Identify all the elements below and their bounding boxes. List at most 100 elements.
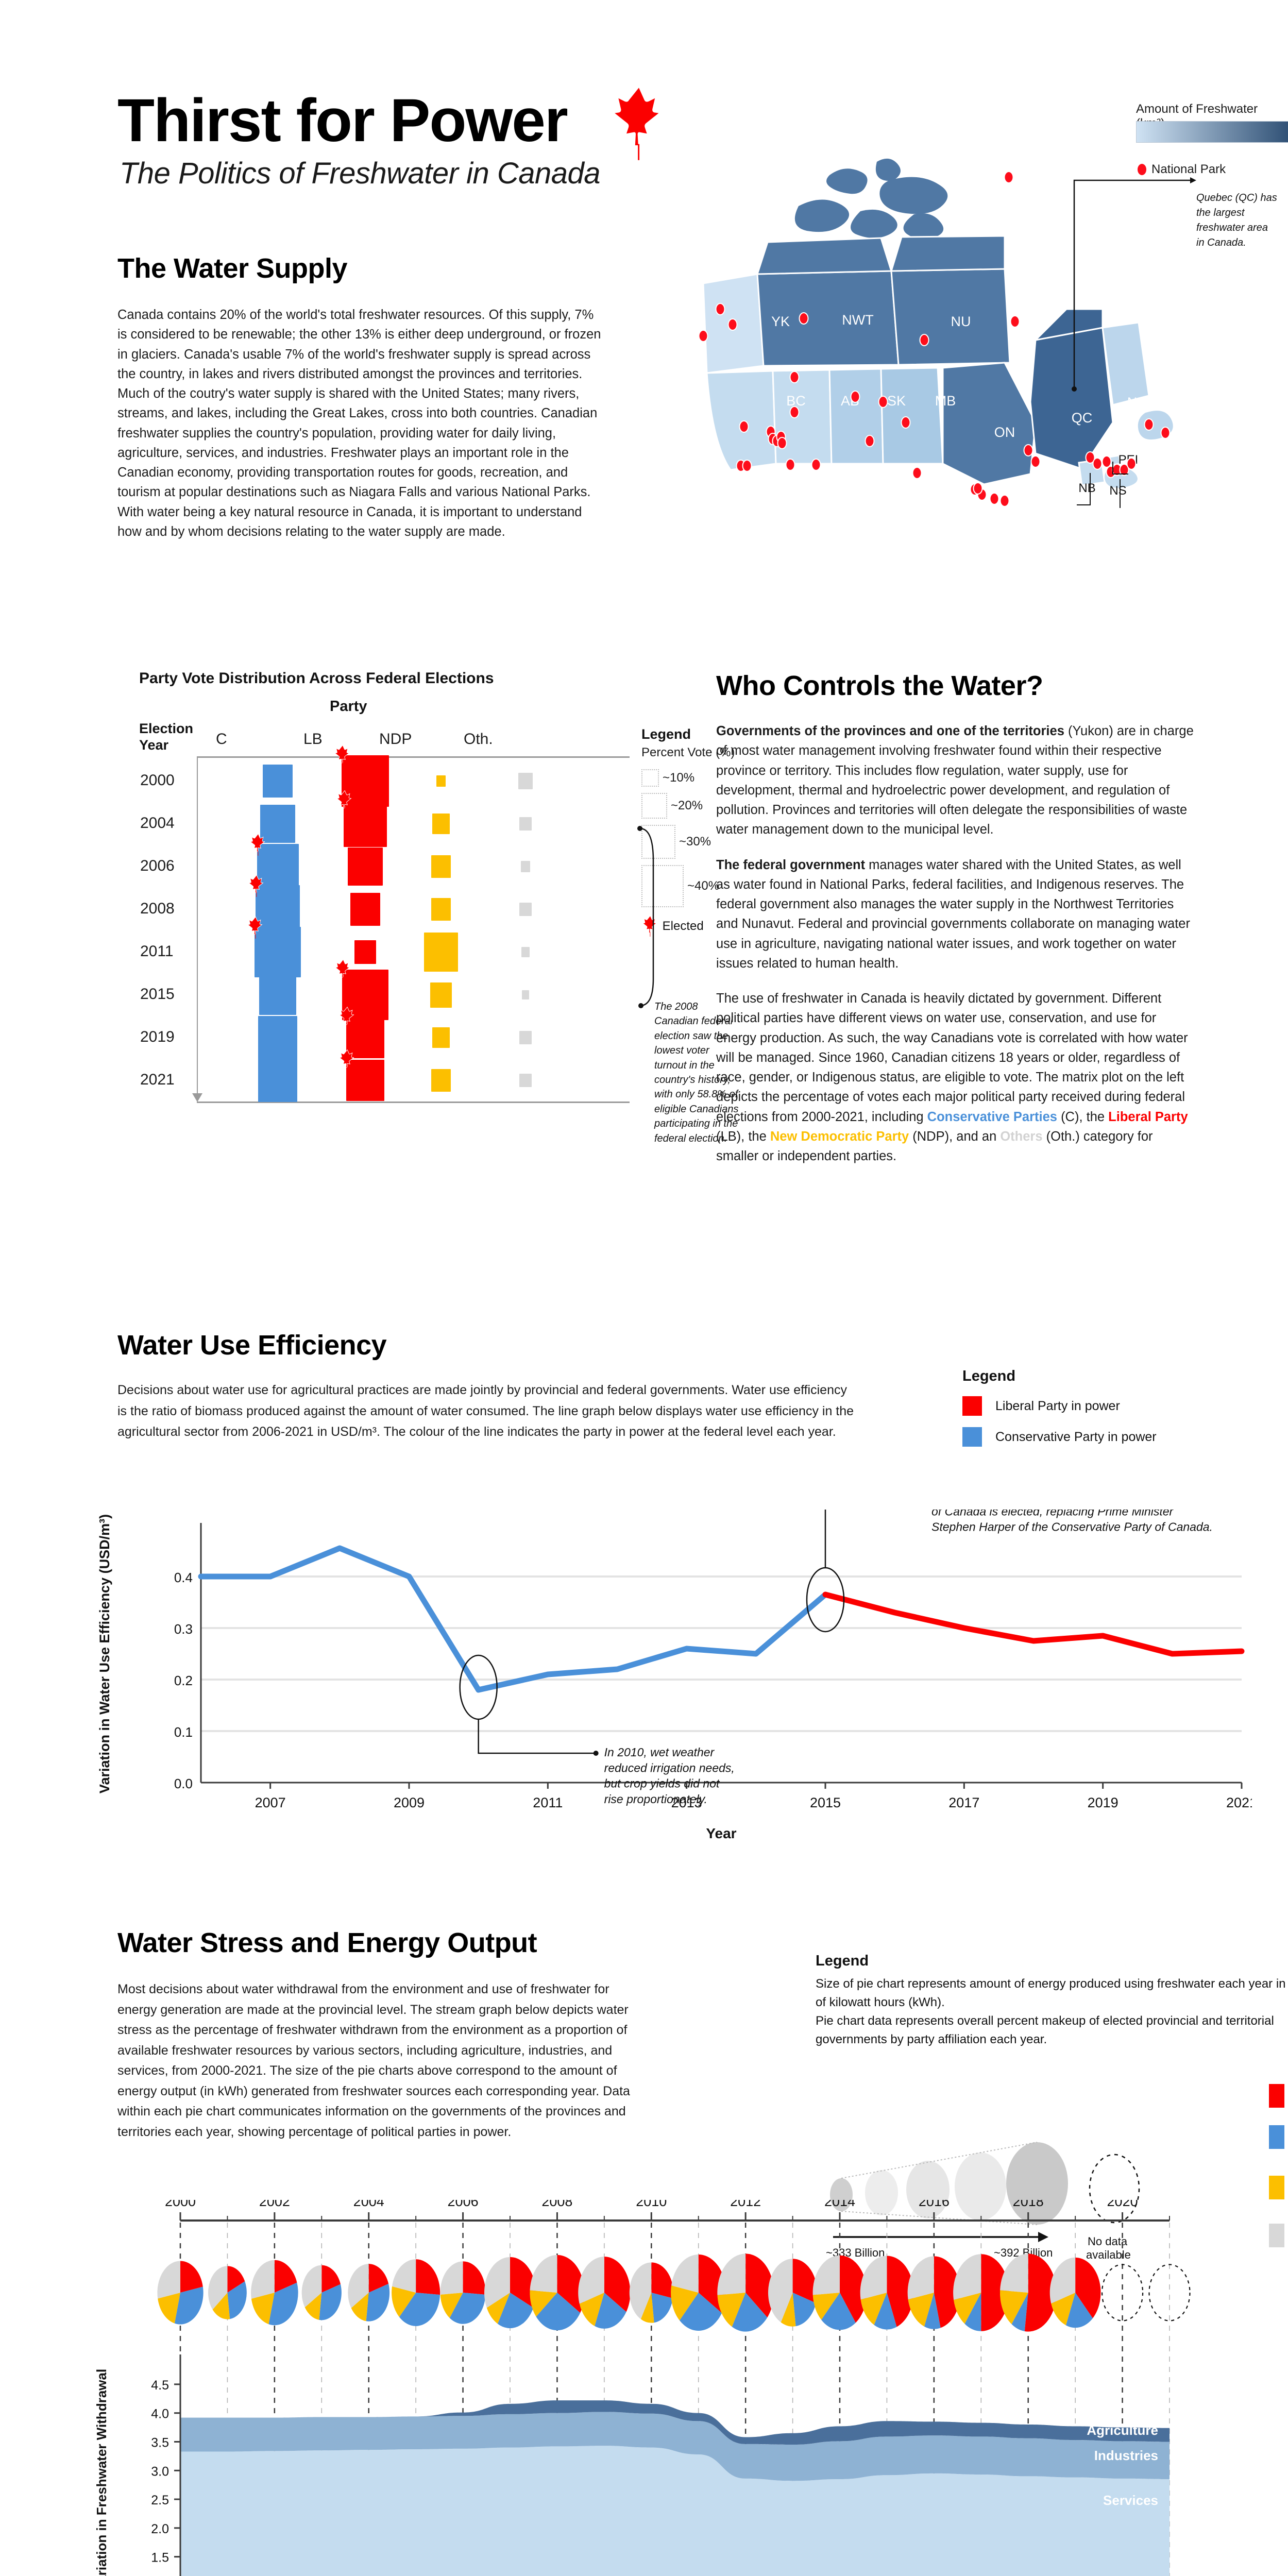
national-park-dot [1004, 171, 1014, 183]
p3-d: (NDP), and an [909, 1129, 1001, 1144]
pie-slice [251, 2293, 275, 2325]
top-axis-label: 2002 [259, 2200, 290, 2209]
size-scale-ellipses [830, 2142, 1068, 2225]
elected-maple-leaf-icon [249, 833, 265, 856]
province-label-bc: BC [786, 393, 806, 409]
maple-leaf-icon [608, 85, 670, 162]
elected-maple-leaf-icon [338, 1049, 354, 1072]
ws-paragraph: Most decisions about water withdrawal fr… [117, 1982, 630, 2139]
pie-slice [717, 2253, 746, 2295]
matrix-cell-2021-c [258, 1059, 298, 1102]
pie-slice [860, 2293, 887, 2325]
province-labels: YKNWTNUBCABSKMBONQCNLPEINBNS [771, 312, 1145, 498]
national-park-dot [789, 406, 800, 418]
pie-slice [887, 2256, 914, 2327]
matrix-cell-2004-ndp [432, 814, 450, 834]
svg-text:of Canada is elected, replacin: of Canada is elected, replacing Prime Mi… [931, 1510, 1174, 1518]
y-tick-label: 2.5 [151, 2493, 169, 2507]
wue-paragraph: Decisions about water use for agricultur… [117, 1383, 854, 1439]
pie-slice [874, 2293, 897, 2330]
water-supply-heading: The Water Supply [117, 253, 348, 284]
matrix-cell-2011-c [255, 927, 301, 977]
x-tick-label: 2019 [1088, 1795, 1118, 1810]
ws-party-legend: Liberal Party Conservative Party New Democ… [1269, 2084, 1288, 2263]
svg-text:rise proportionately.: rise proportionately. [604, 1792, 707, 1806]
pie-slice [768, 2259, 793, 2323]
p1-bold-lead: Governments of the provinces and one of … [716, 724, 1064, 738]
national-park-legend-label: National Park [1151, 162, 1226, 176]
top-axis-label: 2000 [165, 2200, 196, 2209]
pie-2001 [208, 2266, 247, 2319]
pie-slice [319, 2284, 342, 2320]
annotation-text-2010: In 2010, wet weather reduced irrigation n… [604, 1745, 735, 1806]
pie-slice [536, 2293, 581, 2331]
p1-rest: (Yukon) are in charge of most water mana… [716, 724, 1194, 837]
national-park-legend: National Park [1138, 162, 1226, 177]
pie-slice [227, 2281, 247, 2319]
top-axis-label: 2016 [919, 2200, 950, 2209]
matrix-row-label-2015: 2015 [140, 986, 175, 1003]
national-park-dot [1085, 451, 1095, 464]
ws-party-legend-item-1: Liberal Party [1269, 2084, 1288, 2108]
pie-slice [1065, 2293, 1093, 2328]
matrix-cell-2015-oth [521, 990, 530, 999]
party-color-swatch [1269, 2224, 1284, 2247]
national-park-dot [989, 493, 999, 505]
matrix-cell-2021-lb [346, 1059, 385, 1101]
party-color-swatch [1269, 2125, 1284, 2149]
canada-map: Amount of Freshwater (km²) National Park… [675, 93, 1288, 608]
pie-slice [1051, 2293, 1076, 2326]
pie-slice [953, 2254, 981, 2300]
pie-slice [640, 2293, 654, 2323]
who-controls-heading: Who Controls the Water? [716, 670, 1043, 701]
top-axis-label: 2018 [1013, 2200, 1044, 2209]
top-axis-label: 2008 [541, 2200, 572, 2209]
leader-line-2010 [478, 1719, 596, 1754]
pie-slice [321, 2265, 341, 2293]
national-park-dot [1126, 457, 1137, 470]
matrix-cell-2019-lb [346, 1016, 385, 1059]
national-park-dot [1023, 444, 1033, 456]
matrix-column-header-lb: LB [303, 731, 323, 748]
matrix-cell-2019-ndp [432, 1027, 450, 1048]
matrix-year-axis [197, 757, 198, 1095]
matrix-note-leader-line [637, 826, 654, 1008]
who-controls-paragraph-2: The federal government manages water sha… [716, 855, 1195, 974]
pie-slice [954, 2293, 981, 2324]
elected-maple-leaf-icon [247, 917, 263, 939]
matrix-row-header: Election Year [139, 721, 194, 753]
pie-size-scale: ~333 Billion ~392 Billion No data availa… [826, 2142, 1140, 2261]
matrix-legend-size-swatches: ~10% ~20% ~30% ~40% [641, 769, 760, 907]
matrix-cell-2015-ndp [430, 982, 452, 1008]
pie-slice [301, 2265, 322, 2308]
legend-color-swatch [962, 1396, 982, 1416]
wue-legend-item-1: Liberal Party in power [962, 1396, 1272, 1416]
national-park-dot [777, 437, 787, 449]
y-tick-label: 0.1 [174, 1724, 193, 1740]
pie-slice [629, 2262, 652, 2319]
top-axis-label: 2004 [353, 2200, 384, 2209]
pie-slice [251, 2260, 275, 2299]
elected-maple-leaf-icon [248, 875, 264, 897]
matrix-cell-2011-ndp [424, 933, 458, 972]
national-park-dot [919, 334, 929, 346]
province-label-nl: NL [1127, 395, 1145, 410]
quebec-leader-line [1072, 177, 1196, 392]
pie-slice [934, 2256, 961, 2328]
y-tick-label: 2.0 [151, 2522, 169, 2536]
national-park-dot [1030, 455, 1041, 468]
pie-slice [908, 2293, 934, 2327]
matrix-cell-2006-oth [520, 860, 531, 873]
svg-text:Stephen Harper of the Conserva: Stephen Harper of the Conservative Party… [931, 1520, 1213, 1534]
pie-slice [348, 2264, 369, 2308]
wue-legend-item-2: Conservative Party in power [962, 1427, 1272, 1447]
pie-slice [651, 2262, 673, 2298]
elected-maple-leaf-icon [338, 1006, 354, 1029]
leader-dot-2010 [593, 1751, 599, 1756]
pie-slice [304, 2293, 322, 2320]
matrix-cell-2000-ndp [436, 775, 446, 787]
matrix-legend: Legend Percent Vote (%) ~10% ~20% ~30% ~40%… [641, 726, 760, 937]
pie-2012 [717, 2253, 774, 2332]
national-park-dot [912, 467, 922, 479]
pie-slice [497, 2293, 534, 2328]
